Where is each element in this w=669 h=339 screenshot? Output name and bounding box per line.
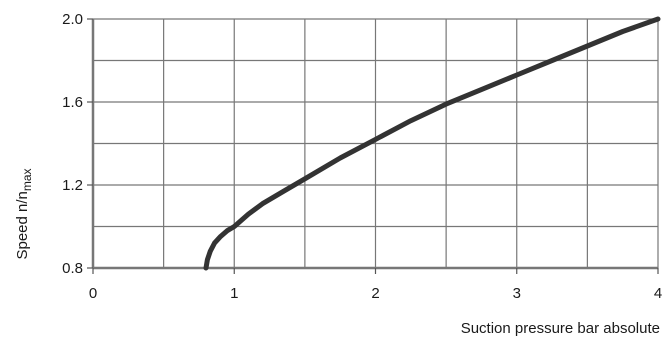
y-axis-title: Speed n/nmax [14,168,34,259]
x-tick-label: 4 [654,285,662,302]
x-axis-title: Suction pressure bar absolute [461,320,660,337]
x-tick-label: 3 [513,285,521,302]
y-tick-label: 2.0 [62,11,83,28]
data-series [203,16,661,271]
grid-lines [93,18,659,268]
y-axis-title-main: Speed n/n [14,191,31,259]
series-line [203,16,661,271]
x-tick-label: 2 [371,285,379,302]
tick-labels: 0.8 1.2 1.6 2.0 0 1 2 3 4 [62,11,662,302]
y-tick-label: 1.6 [62,94,83,111]
x-tick-label: 1 [230,285,238,302]
axes [87,18,659,274]
y-tick-label: 1.2 [62,177,83,194]
x-tick-label: 0 [89,285,97,302]
y-tick-label: 0.8 [62,260,83,277]
y-axis-title-subscript: max [20,168,34,191]
